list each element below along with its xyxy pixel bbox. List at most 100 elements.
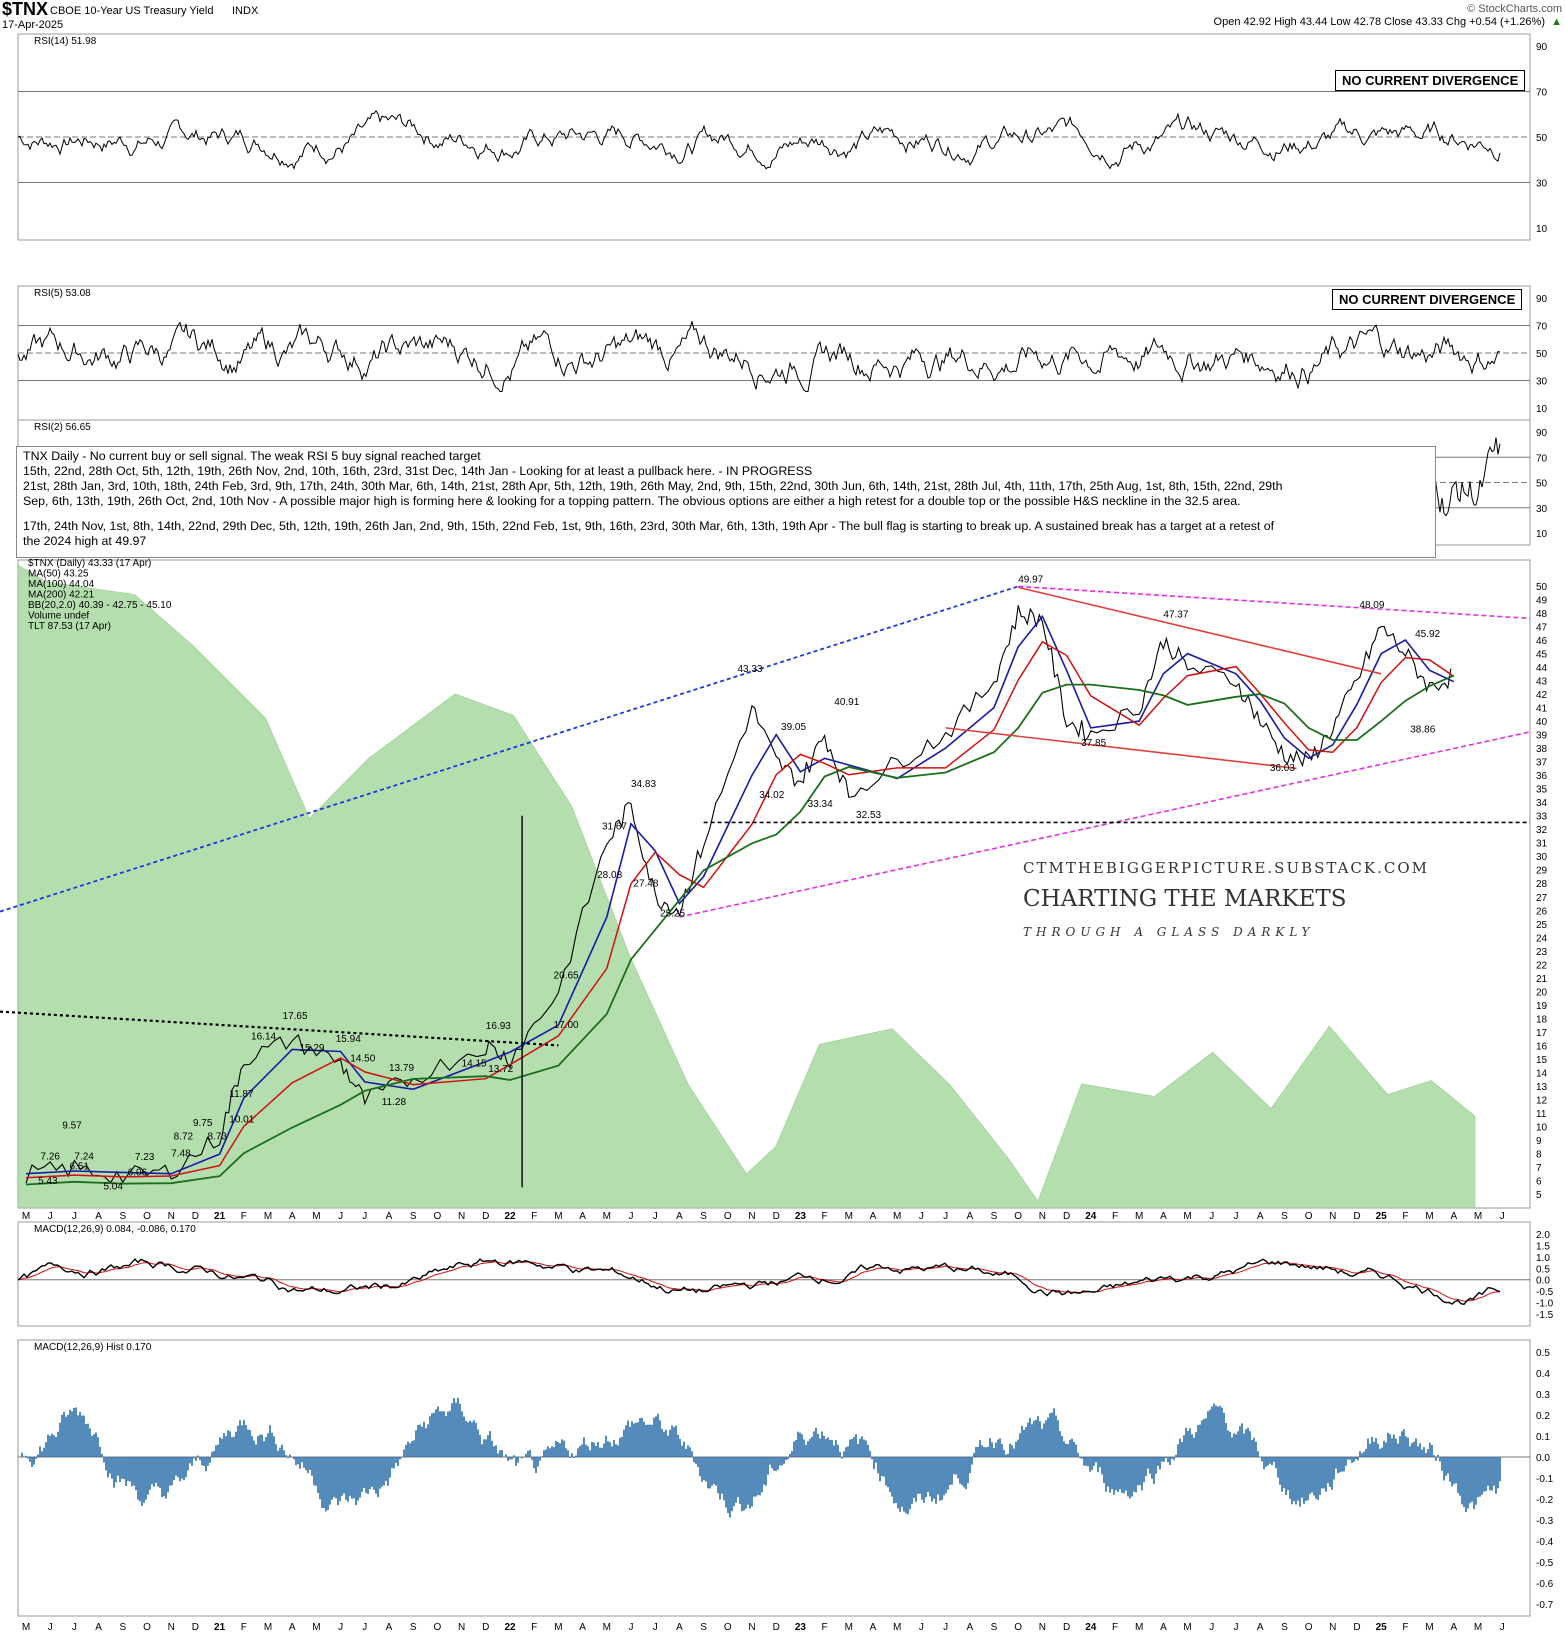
price-axis-label: 43 [1536, 677, 1548, 688]
month-label: F [241, 1622, 247, 1633]
price-annotation: 17.00 [554, 1020, 579, 1031]
month-label: J [1209, 1211, 1214, 1222]
month-label: J [72, 1211, 77, 1222]
price-annotation: 28.08 [597, 870, 622, 881]
month-label: 22 [504, 1622, 516, 1633]
hist-panel: 0.5 0.4 0.3 0.2 0.1 0.0 -0.1 -0.2 -0.3 -0.4 -0.5 -0… [17, 1339, 1554, 1617]
price-annotation: 15.29 [299, 1043, 324, 1054]
price-axis-label: 31 [1536, 839, 1548, 850]
legend-ma200: MA(200) 42.21 [28, 590, 95, 601]
month-label: M [1474, 1622, 1482, 1633]
price-annotation: 37.85 [1081, 738, 1106, 749]
price-annotation: 15.94 [336, 1034, 361, 1045]
rsi14-line [17, 110, 1501, 170]
month-label: J [48, 1622, 53, 1633]
month-label: A [95, 1211, 102, 1222]
price-annotation: 27.48 [633, 878, 658, 889]
flag-bottom-line [945, 727, 1297, 770]
month-label: J [1234, 1211, 1239, 1222]
price-annotation: 33.34 [808, 799, 833, 810]
month-label: J [1500, 1211, 1505, 1222]
month-label: O [724, 1622, 732, 1633]
hist-axis-label: 0.5 [1536, 1348, 1550, 1359]
price-axis-label: 42 [1536, 690, 1548, 701]
month-label: A [676, 1622, 683, 1633]
legend-main: $TNX (Daily) 43.33 (17 Apr) [28, 558, 151, 569]
price-annotation: 7.26 [41, 1151, 61, 1162]
price-annotation: 16.14 [251, 1031, 276, 1042]
price-axis-label: 48 [1536, 609, 1548, 620]
month-label: M [1474, 1211, 1482, 1222]
month-label: D [1063, 1211, 1070, 1222]
month-label: J [72, 1622, 77, 1633]
month-label: S [1281, 1622, 1288, 1633]
price-axis-label: 14 [1536, 1068, 1548, 1079]
source-credit: © StockCharts.com [1467, 3, 1562, 15]
price-axis-label: 25 [1536, 920, 1548, 931]
month-label: O [1305, 1622, 1313, 1633]
rsi5-panel: 90 70 50 30 10 RSI(5) 53.08 [17, 285, 1548, 421]
rsi2-axis-label: 90 [1536, 428, 1548, 439]
price-axis-label: 21 [1536, 974, 1548, 985]
month-label: A [870, 1211, 877, 1222]
rsi14-label: RSI(14) 51.98 [34, 36, 97, 47]
price-annotation: 11.87 [229, 1089, 254, 1100]
rsi14-axis-label: 70 [1536, 88, 1548, 99]
month-label: A [676, 1211, 683, 1222]
month-label: D [192, 1622, 199, 1633]
ma100-line [25, 640, 1455, 1179]
month-label: S [119, 1622, 126, 1633]
month-label: M [1425, 1622, 1433, 1633]
month-label: 24 [1085, 1622, 1097, 1633]
price-axis-label: 49 [1536, 596, 1548, 607]
month-label: J [653, 1211, 658, 1222]
month-label: 22 [504, 1211, 516, 1222]
price-annotation: 48.09 [1359, 600, 1384, 611]
macd-axis-label: -1.5 [1536, 1310, 1554, 1321]
month-label: M [1183, 1211, 1191, 1222]
hist-axis-label: 0.2 [1536, 1411, 1550, 1422]
month-label: F [1112, 1622, 1118, 1633]
legend: $TNX (Daily) 43.33 (17 Apr)MA(50) 43.25M… [28, 558, 172, 632]
price-axis-label: 47 [1536, 623, 1548, 634]
price-annotation: 20.65 [554, 971, 579, 982]
price-annotation: 14.50 [350, 1054, 375, 1065]
month-label: N [168, 1211, 175, 1222]
month-label: 25 [1376, 1622, 1388, 1633]
macd-line [17, 1258, 1501, 1306]
month-label: A [1160, 1211, 1167, 1222]
price-axis-label: 39 [1536, 731, 1548, 742]
price-annotation: 36.03 [1270, 763, 1295, 774]
ma50-line [25, 614, 1455, 1175]
price-axis-label: 8 [1536, 1149, 1542, 1160]
price-annotation: 34.02 [759, 790, 784, 801]
price-axis-label: 18 [1536, 1014, 1548, 1025]
price-annotation: 7.23 [135, 1152, 155, 1163]
macd-axis-label: 0.0 [1536, 1276, 1550, 1287]
price-axis-label: 19 [1536, 1001, 1548, 1012]
month-label: F [531, 1211, 537, 1222]
hist-axis-label: 0.1 [1536, 1432, 1550, 1443]
rsi5-label: RSI(5) 53.08 [34, 288, 91, 299]
month-label: 21 [214, 1622, 226, 1633]
price-annotation: 38.86 [1410, 725, 1435, 736]
price-axis-label: 44 [1536, 663, 1548, 674]
month-label: J [919, 1211, 924, 1222]
hist-axis-label: -0.6 [1536, 1579, 1554, 1590]
hist-axis-label: -0.1 [1536, 1474, 1554, 1485]
price-annotation: 32.53 [856, 810, 881, 821]
month-label: A [579, 1211, 586, 1222]
month-label: J [338, 1622, 343, 1633]
month-label: M [1135, 1622, 1143, 1633]
price-axis-label: 28 [1536, 879, 1548, 890]
macd-axis-label: -0.5 [1536, 1287, 1554, 1298]
price-annotation: 5.43 [38, 1176, 58, 1187]
month-label: F [531, 1622, 537, 1633]
month-label: D [773, 1211, 780, 1222]
month-label: O [1014, 1211, 1022, 1222]
rsi5-axis-label: 70 [1536, 322, 1548, 333]
price-axis-label: 12 [1536, 1095, 1548, 1106]
hist-axis-label: -0.5 [1536, 1558, 1554, 1569]
month-label: F [241, 1211, 247, 1222]
